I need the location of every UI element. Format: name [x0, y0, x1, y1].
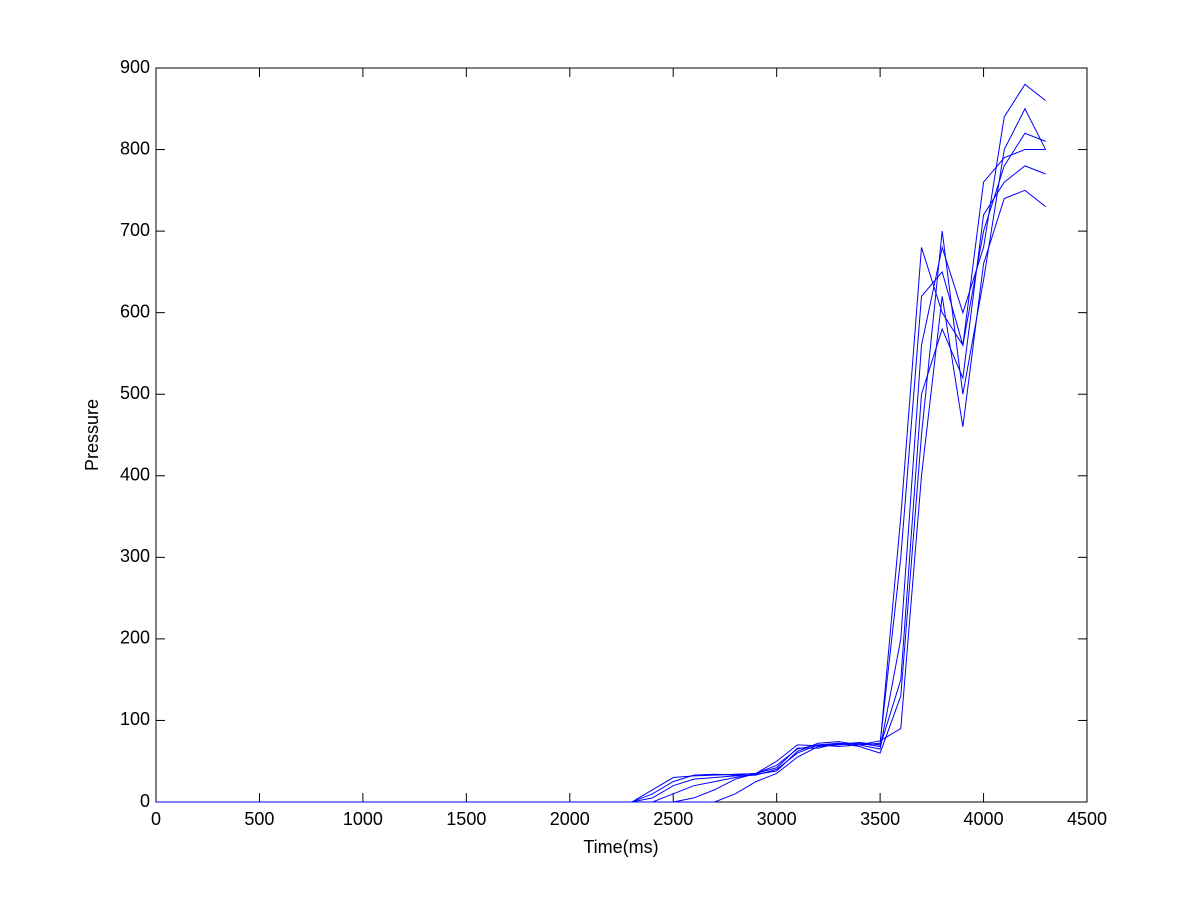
plot-area	[155, 67, 1088, 803]
y-tick-label: 800	[120, 138, 150, 158]
y-tick-label: 600	[120, 301, 150, 321]
x-tick-label: 0	[151, 809, 161, 829]
y-tick-label: 100	[120, 709, 150, 729]
x-tick-label: 4500	[1067, 809, 1107, 829]
y-axis-label: Pressure	[82, 399, 102, 471]
y-tick-label: 700	[120, 220, 150, 240]
x-tick-label: 2500	[653, 809, 693, 829]
y-tick-label: 0	[140, 791, 150, 811]
y-tick-label: 200	[120, 628, 150, 648]
x-tick-label: 4000	[964, 809, 1004, 829]
x-tick-label: 3000	[757, 809, 797, 829]
y-tick-label: 400	[120, 465, 150, 485]
x-axis-label: Time(ms)	[583, 837, 658, 857]
x-tick-label: 2000	[550, 809, 590, 829]
x-tick-label: 1500	[446, 809, 486, 829]
x-tick-label: 1000	[343, 809, 383, 829]
x-tick-label: 3500	[860, 809, 900, 829]
y-tick-label: 300	[120, 546, 150, 566]
x-tick-label: 500	[244, 809, 274, 829]
series-line	[156, 149, 1046, 803]
y-tick-label: 500	[120, 383, 150, 403]
y-tick-label: 900	[120, 57, 150, 77]
